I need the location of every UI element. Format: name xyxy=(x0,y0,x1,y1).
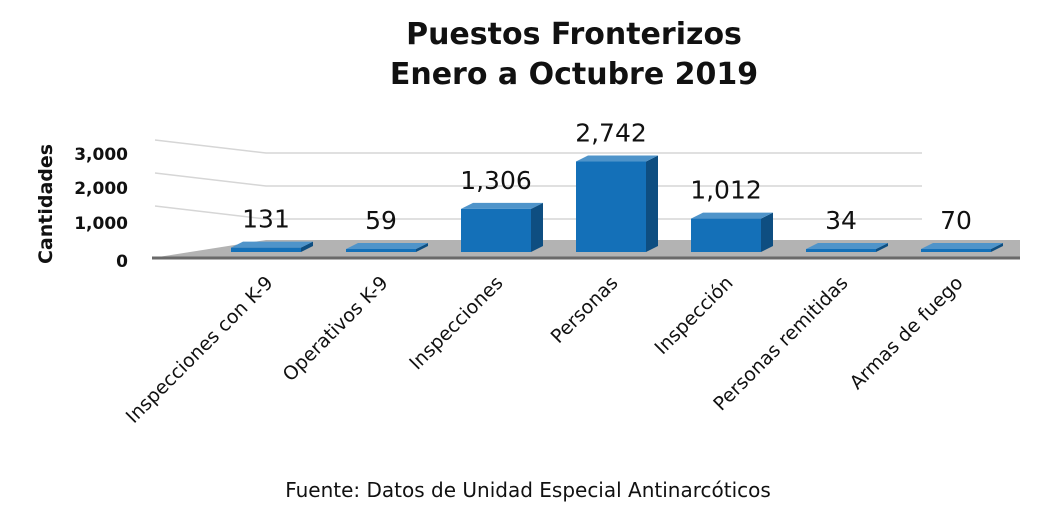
bar-side xyxy=(531,202,543,252)
bar-front xyxy=(461,208,531,252)
bar xyxy=(806,243,888,252)
bar-top xyxy=(921,243,1003,249)
gridline xyxy=(154,139,922,154)
bar xyxy=(921,243,1003,252)
bar-side xyxy=(646,155,658,252)
bar-front xyxy=(921,249,991,252)
category-label: Operativos K-9 xyxy=(279,272,393,386)
bar xyxy=(346,243,428,252)
data-label: 34 xyxy=(825,206,857,235)
data-label: 131 xyxy=(242,205,290,234)
bar-side xyxy=(301,241,313,252)
bar-top xyxy=(691,212,773,219)
bar-top xyxy=(461,202,543,209)
y-tick-label: 0 xyxy=(116,252,128,272)
bar-front xyxy=(691,218,761,252)
bar-front xyxy=(576,161,646,252)
category-label: Inspecciones xyxy=(405,272,507,374)
data-labels: 131 59 1,306 2,742 1,012 34 70 xyxy=(242,119,972,235)
bar-top xyxy=(346,243,428,249)
bar-top xyxy=(576,155,658,162)
y-tick-label: 3,000 xyxy=(74,145,128,165)
bar-front xyxy=(346,249,416,252)
source-note: Fuente: Datos de Unidad Especial Antinar… xyxy=(285,478,771,502)
y-axis-label: Cantidades xyxy=(35,144,57,264)
bar-side xyxy=(876,243,888,252)
category-labels: Inspecciones con K-9 Operativos K-9 Inspec… xyxy=(122,272,968,428)
chart-title-line-1: Puestos Fronterizos xyxy=(406,17,742,52)
data-label: 59 xyxy=(365,206,397,235)
data-label: 1,306 xyxy=(460,166,532,195)
data-label: 1,012 xyxy=(690,176,762,205)
bar xyxy=(231,241,313,252)
data-label: 2,742 xyxy=(575,119,647,148)
bar xyxy=(576,155,658,252)
category-label: Personas xyxy=(547,272,623,348)
bar xyxy=(691,212,773,252)
y-tick-label: 2,000 xyxy=(74,179,128,199)
bar-side xyxy=(761,212,773,252)
y-tick-label: 1,000 xyxy=(74,214,128,234)
bar-side xyxy=(416,243,428,252)
bar-side xyxy=(991,243,1003,252)
category-label: Inspecciones con K-9 xyxy=(122,272,278,428)
chart-title-line-2: Enero a Octubre 2019 xyxy=(390,57,758,92)
bar xyxy=(461,202,543,252)
bar-top xyxy=(806,243,888,249)
category-label: Inspección xyxy=(650,272,737,359)
bar-top xyxy=(231,241,313,248)
category-label: Armas de fuego xyxy=(846,272,968,394)
bar-front xyxy=(231,247,301,252)
data-label: 70 xyxy=(940,206,972,235)
bars xyxy=(231,155,1003,252)
gridline xyxy=(154,172,922,187)
bar-front xyxy=(806,249,876,252)
